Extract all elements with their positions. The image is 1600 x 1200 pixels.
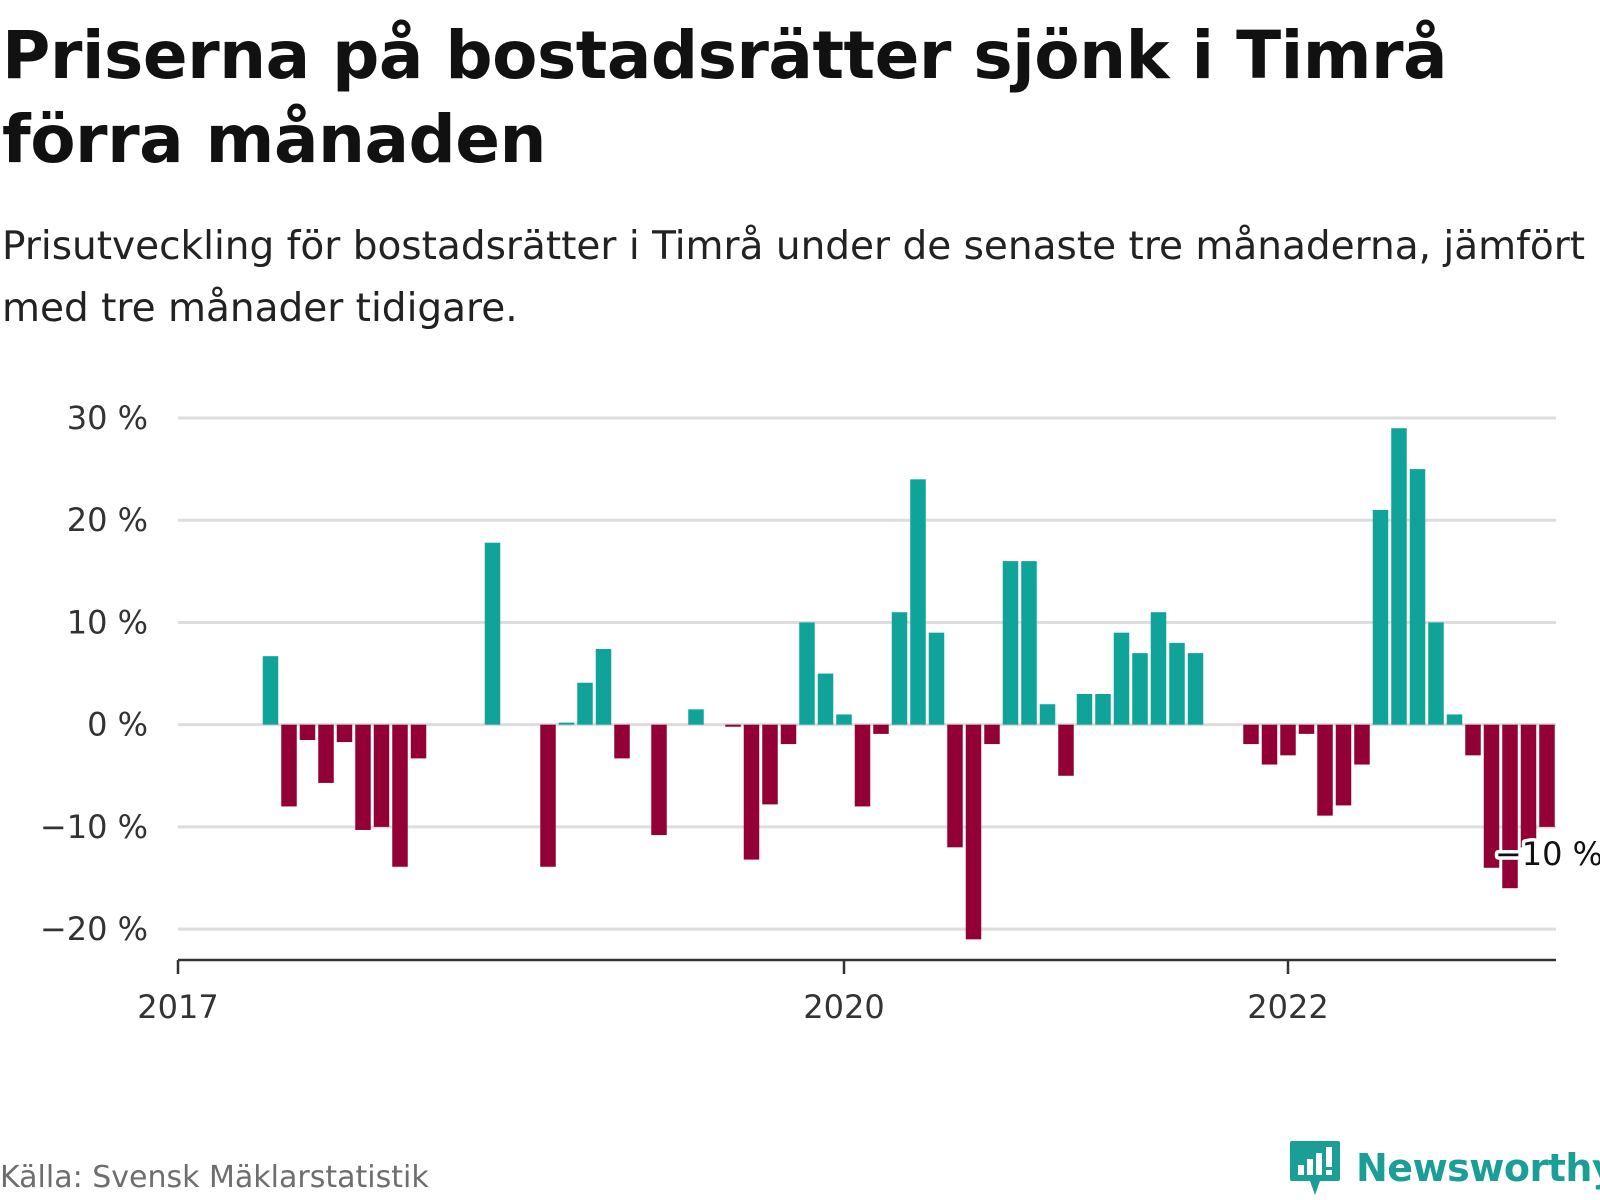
bar <box>743 724 760 860</box>
bar <box>1409 469 1426 725</box>
bar <box>1039 704 1056 725</box>
y-tick-label: 30 % <box>67 399 148 437</box>
bar <box>1150 612 1167 725</box>
bar <box>318 724 334 783</box>
bars <box>262 428 1555 940</box>
bar <box>651 724 667 836</box>
x-tick-label: 2022 <box>1247 988 1328 1026</box>
bar <box>410 724 427 759</box>
y-tick-label: 10 % <box>67 603 148 641</box>
bar <box>1076 694 1093 725</box>
x-tick-label: 2017 <box>137 988 218 1026</box>
brand-name: Newsworthy <box>1356 1146 1600 1190</box>
bar-chart: 30 % 20 % 10 % 0 % −10 % −20 % 2017 2020 2022 −… <box>40 399 1600 1026</box>
y-tick-label: −20 % <box>40 910 148 948</box>
bar <box>355 724 371 830</box>
bar <box>1428 622 1444 725</box>
bar <box>577 682 593 725</box>
bar <box>1317 724 1333 816</box>
bar <box>854 724 871 807</box>
bar <box>1391 428 1407 725</box>
bar <box>1280 724 1296 756</box>
bar <box>1465 724 1481 756</box>
bar <box>891 612 908 725</box>
bar <box>1021 561 1037 725</box>
y-axis-labels: 30 % 20 % 10 % 0 % −10 % −20 % <box>40 399 148 948</box>
bar <box>947 724 963 848</box>
bar <box>1187 653 1204 725</box>
newsworthy-chart-bubble-icon <box>1290 1141 1340 1195</box>
chart-subtitle: Prisutveckling för bostadsrätter i Timrå… <box>2 224 1586 331</box>
bar <box>392 724 408 867</box>
source-note: Källa: Svensk Mäklarstatistik <box>0 1160 429 1195</box>
bar <box>595 649 612 725</box>
last-value-label: −10 % <box>1495 835 1600 873</box>
bar <box>1298 724 1315 734</box>
bar <box>336 724 353 743</box>
annotations: −10 % <box>1491 831 1600 876</box>
bar <box>688 709 704 725</box>
bar <box>1132 653 1148 725</box>
bar <box>281 724 297 807</box>
bar <box>1243 724 1259 745</box>
bar <box>836 714 852 725</box>
bar <box>965 724 982 940</box>
bar <box>1095 694 1111 725</box>
bar <box>1372 510 1389 725</box>
bar <box>558 722 575 725</box>
bar <box>725 724 741 727</box>
bar <box>762 724 778 805</box>
grid-lines <box>178 416 1556 931</box>
bar <box>1002 561 1019 725</box>
bar <box>984 724 1000 745</box>
bar <box>817 673 834 725</box>
bar <box>1113 632 1130 725</box>
bar <box>873 724 889 734</box>
brand: Newsworthy <box>1288 1138 1600 1198</box>
bar <box>1261 724 1278 765</box>
x-tick-label: 2020 <box>803 988 884 1026</box>
bar <box>1520 724 1537 848</box>
bar <box>1446 714 1463 725</box>
bar <box>910 479 926 725</box>
bar <box>1169 642 1185 725</box>
bar <box>799 622 815 725</box>
bar <box>928 632 945 725</box>
bar <box>1502 724 1518 889</box>
bar <box>1539 724 1555 827</box>
bar <box>373 724 390 827</box>
chart-title: Priserna på bostadsrätter sjönk i Timrå … <box>2 17 1448 178</box>
bar <box>299 724 316 740</box>
x-axis: 2017 2020 2022 <box>137 958 1556 1026</box>
bar <box>1483 724 1500 868</box>
bar <box>262 656 279 725</box>
bar <box>1335 724 1352 806</box>
y-tick-label: −10 % <box>40 808 148 846</box>
bar <box>484 542 501 725</box>
bar <box>540 724 556 867</box>
bar <box>614 724 630 759</box>
y-tick-label: 20 % <box>67 501 148 539</box>
bar <box>1058 724 1074 776</box>
bar <box>780 724 797 745</box>
bar <box>1354 724 1370 765</box>
y-tick-label: 0 % <box>87 706 148 744</box>
